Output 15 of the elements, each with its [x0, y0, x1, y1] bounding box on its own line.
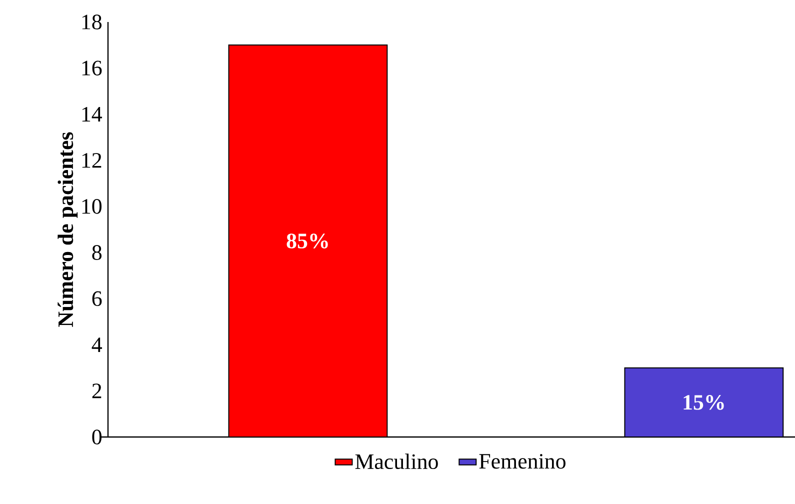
- y-tick-label: 8: [92, 245, 102, 260]
- y-axis-title: Número de pacientes: [58, 132, 78, 327]
- y-tick-label: 6: [92, 291, 102, 306]
- annotation: 85%: [286, 234, 328, 248]
- y-tick-label: 0: [92, 430, 102, 444]
- y-tick-label: 2: [92, 384, 102, 398]
- y-tick-label: 16: [82, 60, 102, 76]
- y-tick-label: 14: [82, 106, 102, 122]
- legend-label: Femenino: [479, 454, 566, 469]
- legend-label: Maculino: [355, 454, 438, 470]
- y-tick-label: 10: [82, 199, 102, 214]
- y-tick-label: 18: [82, 14, 102, 30]
- y-tick-label: 4: [92, 338, 102, 352]
- annotation: 15%: [684, 394, 724, 410]
- y-tick-label: 12: [82, 153, 102, 168]
